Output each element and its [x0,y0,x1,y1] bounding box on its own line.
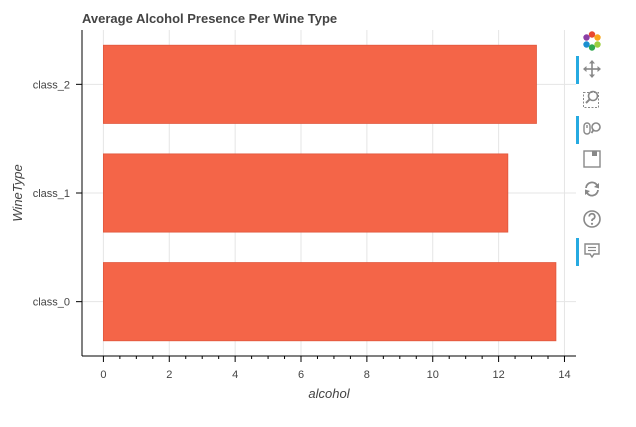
wheel-zoom-icon [583,122,601,135]
x-axis-label: alcohol [308,386,350,401]
bar-class_1[interactable] [103,153,509,233]
hover-tool-button[interactable] [576,238,608,266]
help-icon [583,210,601,228]
wheel-zoom-tool-button[interactable] [576,116,608,144]
pan-icon [583,60,601,78]
chart-title: Average Alcohol Presence Per Wine Type [82,11,337,26]
bars [103,44,557,342]
active-indicator [576,116,579,144]
hover-icon [584,243,600,259]
x-tick-label: 4 [232,369,238,381]
active-indicator [576,238,579,266]
ticks: 0 2 4 6 8 10 12 14 class_0 class_1 class_2 [33,79,571,381]
y-axis-label: WineType [10,164,25,221]
x-tick-label: 0 [100,369,106,381]
box-zoom-tool-button[interactable] [576,86,608,114]
bar-class_2[interactable] [103,44,537,124]
reset-tool-button[interactable] [576,176,608,204]
x-tick-label: 12 [492,369,504,381]
bar-class_0[interactable] [103,262,557,342]
chart-toolbar [576,28,608,278]
x-tick-label: 6 [298,369,304,381]
help-tool-button[interactable] [576,206,608,234]
x-tick-label: 8 [364,369,370,381]
box-zoom-icon [583,90,599,108]
y-tick-label: class_2 [33,79,70,91]
active-indicator [576,56,579,84]
save-icon [583,150,601,168]
y-tick-label: class_0 [33,297,70,309]
x-tick-label: 2 [166,369,172,381]
bokeh-logo-icon [583,31,601,51]
reset-icon [585,181,599,197]
pan-tool-button[interactable] [576,56,608,84]
y-tick-label: class_1 [33,188,70,200]
x-tick-label: 14 [558,369,570,381]
save-tool-button[interactable] [576,146,608,174]
bokeh-logo-button[interactable] [576,28,608,56]
x-tick-label: 10 [427,369,439,381]
